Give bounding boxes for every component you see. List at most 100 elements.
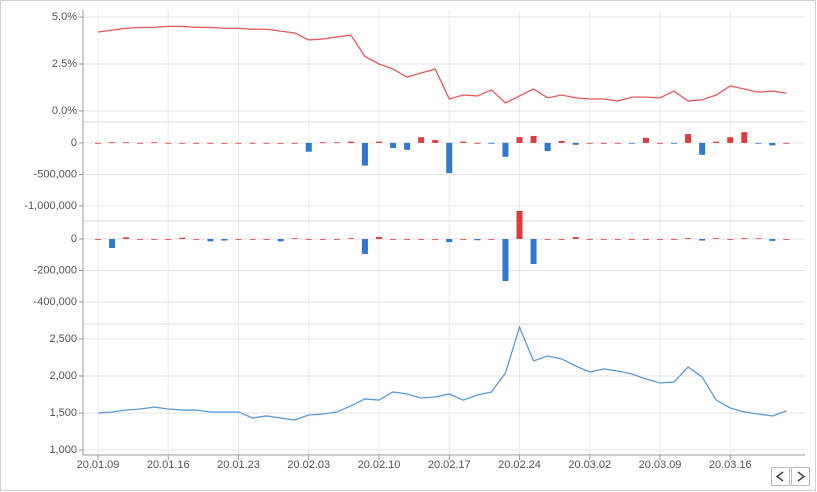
- y-tick-label: 2,500: [49, 333, 77, 345]
- line-series: [97, 325, 787, 421]
- nav-prev[interactable]: [771, 467, 790, 486]
- bar: [123, 142, 130, 144]
- x-tick-label: 20.03.02: [568, 459, 611, 471]
- bar: [263, 142, 270, 144]
- bar: [109, 142, 116, 144]
- bar: [404, 238, 411, 240]
- bar: [741, 132, 748, 143]
- bar: [361, 238, 368, 254]
- bar: [376, 237, 382, 239]
- bar: [137, 142, 144, 144]
- bar: [769, 238, 776, 241]
- bar: [657, 142, 663, 144]
- x-tick-label: 20.02.17: [428, 459, 471, 471]
- bar: [165, 238, 172, 240]
- x-tick-label: 20.03.16: [709, 459, 752, 471]
- bar: [642, 238, 649, 240]
- y-tick-label: -1,000,000: [24, 200, 77, 212]
- bar: [151, 238, 158, 240]
- bar: [614, 238, 621, 240]
- bar: [123, 237, 130, 239]
- x-tick-label: 20.02.24: [498, 459, 541, 471]
- bar: [418, 137, 425, 143]
- bar: [657, 238, 663, 240]
- bar: [347, 141, 354, 143]
- bar: [305, 142, 312, 152]
- bar: [305, 238, 312, 240]
- x-tick-label: 20.03.09: [639, 459, 682, 471]
- bar: [137, 238, 144, 240]
- bar: [783, 238, 790, 240]
- bar: [151, 142, 158, 144]
- y-tick-label: 0.0%: [52, 105, 77, 117]
- y-tick-label: 0: [71, 137, 77, 149]
- bar: [333, 238, 340, 240]
- bar: [193, 238, 200, 240]
- bar: [671, 142, 678, 144]
- x-tick-label: 20.02.10: [358, 459, 401, 471]
- bar: [263, 238, 270, 240]
- y-tick-label: 2,000: [49, 370, 77, 382]
- bar: [628, 142, 635, 144]
- nav-next[interactable]: [791, 467, 810, 486]
- nav-prev-box[interactable]: [771, 467, 790, 486]
- x-tick-label: 20.01.09: [77, 459, 120, 471]
- bar: [502, 142, 509, 157]
- bar: [755, 142, 762, 144]
- bar: [460, 141, 467, 143]
- bar: [530, 238, 537, 265]
- y-tick-label: 2.5%: [52, 58, 77, 70]
- bar: [572, 142, 579, 145]
- bar: [207, 142, 214, 144]
- bar: [671, 238, 678, 240]
- bar: [488, 142, 495, 144]
- bar: [600, 142, 607, 144]
- y-tick-label: -200,000: [34, 264, 77, 276]
- y-tick-label: -500,000: [34, 168, 77, 180]
- bar: [291, 142, 298, 144]
- x-tick-label: 20.01.23: [217, 459, 260, 471]
- bar: [544, 142, 551, 152]
- bar: [95, 238, 101, 240]
- bar: [193, 142, 200, 144]
- nav-prev-icon[interactable]: [775, 471, 784, 482]
- bar: [516, 210, 523, 239]
- bar: [277, 142, 284, 144]
- bar: [404, 142, 411, 150]
- bar: [614, 142, 621, 144]
- bar: [713, 238, 720, 239]
- bar: [600, 238, 607, 240]
- bar: [235, 238, 242, 240]
- x-tick-label: 20.02.03: [287, 459, 330, 471]
- bar: [165, 142, 172, 144]
- bar: [727, 137, 734, 143]
- bar: [221, 142, 228, 144]
- bar: [460, 238, 467, 240]
- y-tick-label: -400,000: [34, 296, 77, 308]
- bar: [530, 135, 537, 143]
- bar: [333, 142, 340, 144]
- bar: [502, 238, 509, 282]
- bar: [446, 238, 453, 243]
- bar: [699, 238, 706, 241]
- nav-next-box[interactable]: [791, 467, 810, 486]
- bar: [390, 238, 397, 240]
- x-tick-label: 20.01.16: [147, 459, 190, 471]
- bar: [319, 142, 326, 144]
- y-tick-label: 5.0%: [52, 11, 77, 23]
- bar: [572, 237, 579, 239]
- bar: [319, 238, 326, 240]
- bar: [642, 137, 649, 143]
- bar: [221, 238, 228, 241]
- line-series: [97, 25, 787, 104]
- bar: [558, 238, 565, 240]
- bar: [347, 238, 354, 239]
- bar: [727, 238, 734, 240]
- bar: [95, 142, 101, 144]
- bar: [418, 238, 425, 240]
- bar: [544, 238, 551, 240]
- nav-next-icon[interactable]: [797, 471, 806, 482]
- bar: [685, 134, 692, 143]
- bar: [277, 238, 284, 242]
